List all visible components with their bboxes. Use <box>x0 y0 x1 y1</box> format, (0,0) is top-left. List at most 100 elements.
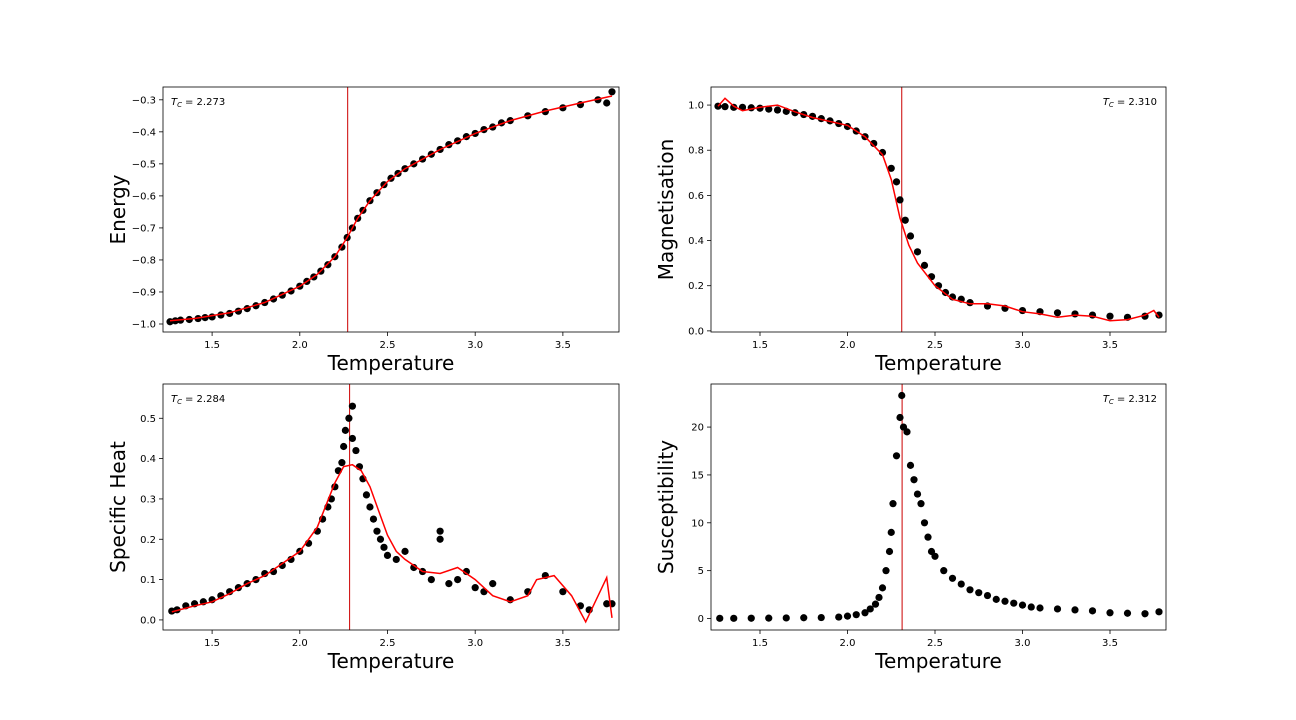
x-tick-label: 2.5 <box>927 340 943 351</box>
data-point <box>931 552 939 560</box>
data-point <box>369 515 378 523</box>
y-tick-label: 0.4 <box>688 236 704 247</box>
data-point <box>887 164 895 172</box>
y-tick-label: −0.6 <box>132 191 156 202</box>
data-point <box>380 543 388 551</box>
x-axis-label: Temperature <box>327 351 455 375</box>
data-point <box>913 248 922 256</box>
y-tick-label: 0.5 <box>140 414 156 425</box>
x-tick-label: 3.5 <box>1102 340 1118 351</box>
y-tick-label: 0.8 <box>688 146 704 157</box>
annotation-subscript: C <box>177 101 182 109</box>
critical-temperature-annotation: TC = 2.284 <box>171 394 225 406</box>
plot-frame <box>162 383 620 631</box>
plot-frame <box>162 86 620 333</box>
data-point <box>773 106 782 114</box>
annotation-value: = 2.310 <box>1117 97 1157 108</box>
plot-frame <box>710 86 1167 333</box>
annotation-value: = 2.273 <box>185 97 225 108</box>
y-tick-label: 5 <box>698 566 704 577</box>
data-point <box>287 555 295 564</box>
data-point <box>559 588 567 596</box>
data-point <box>948 574 957 582</box>
x-tick-label: 3.5 <box>555 340 571 351</box>
x-tick-label: 3.5 <box>555 638 571 649</box>
data-point <box>861 609 869 617</box>
y-tick-label: 20 <box>691 423 704 434</box>
data-point <box>1141 610 1149 618</box>
data-point <box>817 613 825 622</box>
y-tick-label: −0.5 <box>132 159 156 170</box>
plot-frame <box>710 383 1167 631</box>
data-point <box>278 561 286 570</box>
data-point <box>1071 606 1079 614</box>
annotation-symbol: T <box>1103 394 1110 405</box>
data-point <box>445 580 453 588</box>
data-point <box>887 528 895 536</box>
y-axis-label: Specific Heat <box>106 441 130 573</box>
data-point <box>843 612 852 620</box>
data-point <box>401 547 409 555</box>
y-tick-label: −0.4 <box>132 127 156 138</box>
data-point <box>348 434 357 443</box>
y-axis-label: Magnetisation <box>654 139 678 281</box>
data-point <box>871 600 880 608</box>
data-point <box>782 614 790 622</box>
y-tick-label: 0.2 <box>140 535 156 546</box>
x-tick-label: 2.5 <box>927 638 943 649</box>
annotation-subscript: C <box>1109 398 1114 406</box>
critical-temperature-annotation: TC = 2.310 <box>1103 97 1157 109</box>
data-point <box>966 586 974 594</box>
fit-curve <box>171 463 613 624</box>
annotation-symbol: T <box>171 97 178 108</box>
annotation-symbol: T <box>1103 97 1110 108</box>
annotation-subscript: C <box>1109 101 1114 109</box>
data-point <box>208 313 216 321</box>
data-point <box>261 569 269 578</box>
y-tick-label: −0.9 <box>132 287 156 298</box>
y-tick-label: 10 <box>691 518 704 529</box>
data-point <box>885 547 894 556</box>
data-point <box>920 519 929 527</box>
data-point <box>410 563 418 572</box>
x-tick-label: 3.5 <box>1102 638 1118 649</box>
annotation-symbol: T <box>171 394 178 405</box>
y-tick-label: 0.2 <box>688 281 704 292</box>
data-point <box>1155 608 1163 616</box>
data-point <box>340 442 348 451</box>
plot-area <box>716 384 1163 630</box>
data-point <box>392 555 400 564</box>
data-point <box>910 476 918 484</box>
data-point <box>454 575 462 584</box>
y-tick-label: 0.1 <box>140 575 156 586</box>
data-point <box>1071 310 1079 318</box>
data-point <box>906 232 915 240</box>
y-tick-label: 0.3 <box>140 494 156 505</box>
annotation-value: = 2.312 <box>1117 394 1157 405</box>
fit-curve <box>169 95 613 322</box>
data-point <box>747 614 755 622</box>
data-point <box>721 103 729 111</box>
data-point <box>376 535 385 543</box>
y-axis-label: Susceptibility <box>654 440 678 574</box>
data-point <box>1053 605 1062 613</box>
x-tick-label: 2.0 <box>840 638 856 649</box>
data-point <box>941 288 950 297</box>
data-point <box>462 567 471 576</box>
x-tick-label: 2.5 <box>380 638 396 649</box>
data-point <box>835 613 843 621</box>
data-point <box>1123 609 1132 617</box>
data-point <box>1106 609 1114 617</box>
data-point <box>1106 312 1114 320</box>
x-tick-label: 2.0 <box>292 638 308 649</box>
x-tick-label: 2.5 <box>380 340 396 351</box>
data-point <box>992 595 1000 603</box>
y-tick-label: −0.7 <box>132 223 156 234</box>
y-tick-label: 0.6 <box>688 191 704 202</box>
data-point <box>427 575 435 584</box>
data-point <box>436 535 444 543</box>
x-tick-label: 3.0 <box>1015 638 1031 649</box>
data-point <box>878 584 887 592</box>
y-tick-label: −0.8 <box>132 255 156 266</box>
